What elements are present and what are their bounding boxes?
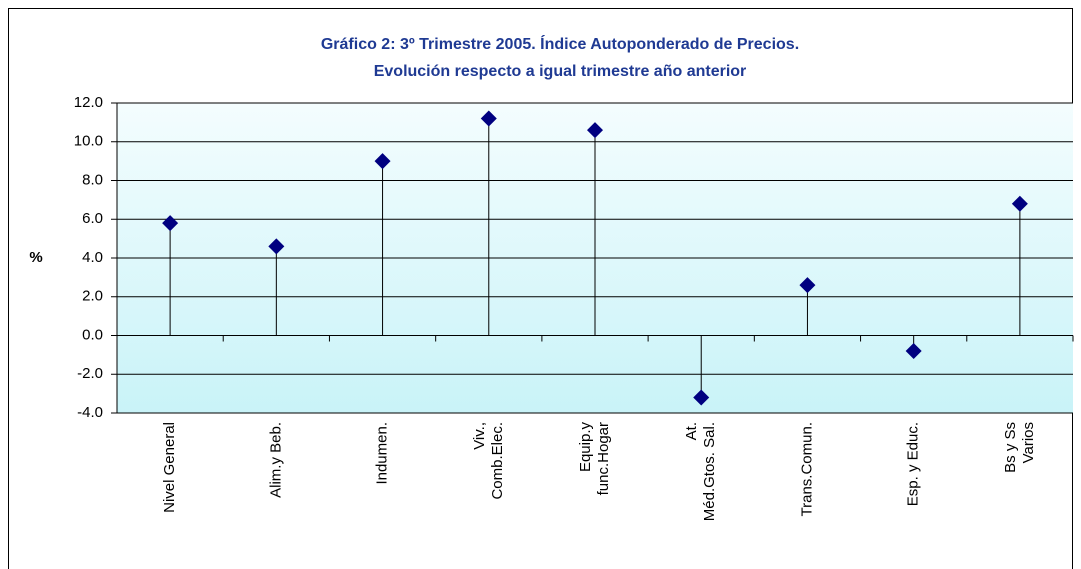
chart-title: Gráfico 2: 3º Trimestre 2005. Índice Aut… [321,34,799,53]
marker [799,277,816,294]
x-tick-label: Bs y SsVarios [1002,422,1037,473]
y-tick-label: -4.0 [77,404,103,421]
x-tick-label: Alim.y Beb. [267,422,284,498]
y-tick-label: 12.0 [74,94,103,111]
marker [480,110,497,127]
marker [693,389,710,406]
y-tick-label: 0.0 [82,326,103,343]
y-tick-label: 4.0 [82,249,103,266]
marker [587,122,603,139]
marker [162,215,179,232]
x-tick-label: Indumen. [374,422,391,485]
y-tick-label: 6.0 [82,210,103,227]
marker [1011,195,1028,212]
x-tick-label: Nivel General [161,422,178,513]
y-axis-label: % [29,249,42,266]
x-tick-label: Trans.Comun. [798,422,815,516]
y-tick-label: 2.0 [82,288,103,305]
y-tick-label: 10.0 [74,133,103,150]
marker [374,153,391,170]
x-tick-label: Viv.,Comb.Elec. [471,422,506,500]
y-tick-label: -2.0 [77,365,103,382]
marker [905,343,922,359]
marker [268,238,285,255]
x-tick-label: At.Méd.Gtos. Sal. [683,422,718,521]
y-tick-label: 8.0 [82,171,103,188]
x-tick-label: Equip.yfunc.Hogar [577,422,612,496]
x-tick-label: Esp. y Educ. [905,422,922,506]
chart-subtitle: Evolución respecto a igual trimestre año… [374,63,747,80]
